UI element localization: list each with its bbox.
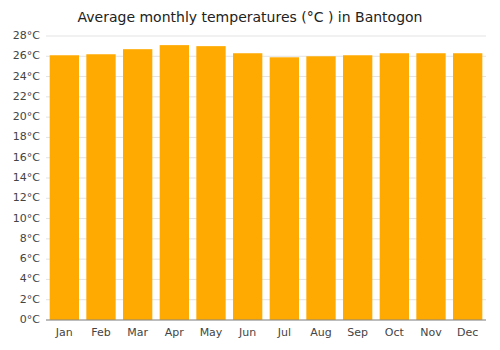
x-tick-label: Jan bbox=[55, 326, 73, 339]
x-tick-label: Feb bbox=[91, 326, 110, 339]
y-tick-label: 16°C bbox=[13, 151, 40, 164]
grid-line bbox=[46, 36, 486, 37]
bars bbox=[50, 45, 483, 320]
bar bbox=[380, 53, 409, 320]
y-tick-label: 4°C bbox=[20, 272, 40, 285]
x-tick-label: Nov bbox=[420, 326, 442, 339]
x-tick-label: Jun bbox=[238, 326, 256, 339]
x-tick-label: Apr bbox=[165, 326, 185, 339]
title: Average monthly temperatures (°C ) in Ba… bbox=[78, 9, 423, 25]
x-tick-label: Oct bbox=[385, 326, 405, 339]
bar bbox=[160, 45, 189, 320]
x-tick-label: Jul bbox=[277, 326, 291, 339]
bar bbox=[50, 55, 79, 320]
y-grid bbox=[46, 36, 486, 320]
x-tick-label: Mar bbox=[127, 326, 148, 339]
x-tick-label: Sep bbox=[347, 326, 368, 339]
y-tick-label: 0°C bbox=[20, 313, 40, 326]
x-axis-line bbox=[46, 320, 486, 321]
x-tick-label: Dec bbox=[457, 326, 478, 339]
x-tick-label: May bbox=[200, 326, 223, 339]
bar bbox=[306, 56, 335, 320]
x-axis: Jan Feb Mar Apr May Jun Jul Aug Sep Oct Nov Dec bbox=[46, 320, 486, 339]
bar bbox=[233, 53, 262, 320]
y-tick-label: 24°C bbox=[13, 70, 40, 83]
chart: 0°C 2°C 4°C 6°C 8°C 10°C 12°C 14°C 16°C 18°C 20°C 2… bbox=[0, 0, 500, 350]
x-tick-label: Aug bbox=[310, 326, 331, 339]
y-tick-label: 22°C bbox=[13, 90, 40, 103]
chart-root: 0°C 2°C 4°C 6°C 8°C 10°C 12°C 14°C 16°C 18°C 20°C 2… bbox=[0, 0, 500, 350]
y-ticks: 0°C 2°C 4°C 6°C 8°C 10°C 12°C 14°C 16°C 18°C 20°C 2… bbox=[13, 29, 40, 326]
grid-line bbox=[46, 320, 486, 321]
y-tick-label: 12°C bbox=[13, 191, 40, 204]
y-tick-label: 8°C bbox=[20, 232, 40, 245]
bar bbox=[343, 55, 372, 320]
bar bbox=[453, 53, 482, 320]
y-tick-label: 2°C bbox=[20, 293, 40, 306]
bar bbox=[416, 53, 445, 320]
bar bbox=[270, 57, 299, 320]
bar bbox=[196, 46, 225, 320]
bar bbox=[123, 49, 152, 320]
y-tick-label: 10°C bbox=[13, 212, 40, 225]
y-tick-label: 28°C bbox=[13, 29, 40, 42]
y-tick-label: 26°C bbox=[13, 49, 40, 62]
y-tick-label: 6°C bbox=[20, 252, 40, 265]
bar bbox=[86, 54, 115, 320]
y-tick-label: 14°C bbox=[13, 171, 40, 184]
y-tick-label: 18°C bbox=[13, 130, 40, 143]
y-tick-label: 20°C bbox=[13, 110, 40, 123]
